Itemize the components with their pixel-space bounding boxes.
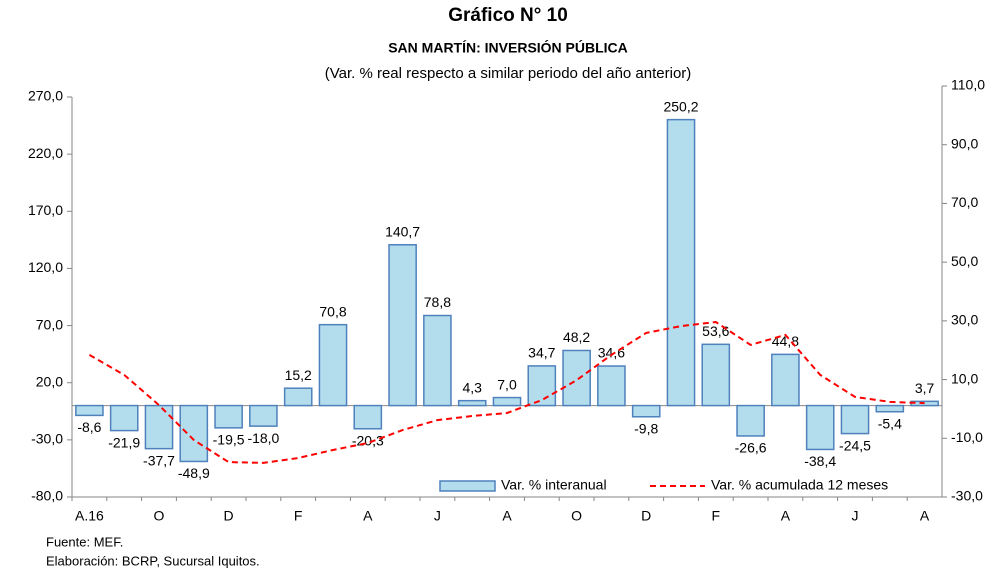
data-label: -20,3 [352, 432, 384, 448]
bar [527, 365, 557, 407]
y2-tick-label: 50,0 [951, 253, 978, 269]
y-tick-label: 20,0 [36, 373, 63, 389]
bar [805, 404, 835, 451]
line [88, 320, 925, 464]
legend-swatch [439, 480, 496, 492]
data-label: 70,8 [319, 303, 346, 319]
y2-tick-label: 110,0 [951, 77, 985, 93]
data-label: -37,7 [143, 452, 175, 468]
y-tick-label: -80,0 [31, 488, 63, 504]
x-tick-label: A.16 [75, 508, 104, 524]
y2-tick-label: 10,0 [951, 370, 978, 386]
x-tick-label: A [920, 508, 930, 524]
bar [388, 244, 417, 407]
chart-note: (Var. % real respecto a similar periodo … [325, 65, 692, 82]
data-label: -8,6 [77, 419, 101, 435]
bar [214, 404, 243, 429]
bar [666, 118, 696, 407]
x-tick-label: A [363, 508, 373, 524]
chart-title: Gráfico N° 10 [448, 5, 568, 26]
bar [75, 404, 104, 417]
data-label: -48,9 [178, 465, 210, 481]
source: Fuente: MEF. [46, 534, 123, 549]
x-tick-label: A [502, 508, 512, 524]
data-label: 48,2 [563, 329, 590, 345]
bar [597, 365, 626, 407]
data-label: 3,7 [915, 380, 935, 396]
bar [631, 404, 661, 418]
y2-tick-label: 70,0 [951, 194, 978, 210]
data-label: -5,4 [878, 415, 902, 431]
data-label: 53,6 [702, 323, 729, 339]
data-label: -38,4 [804, 453, 836, 469]
x-tick-label: O [154, 508, 165, 524]
chart-subtitle: SAN MARTÍN: INVERSIÓN PÚBLICA [388, 39, 628, 56]
bar [179, 404, 209, 463]
bar [318, 323, 348, 407]
data-label: 34,6 [598, 345, 625, 361]
y2-tick-label: -30,0 [951, 488, 983, 504]
data-label: -19,5 [213, 432, 245, 448]
bar [353, 404, 383, 430]
legend-label: Var. % acumulada 12 meses [711, 477, 888, 493]
x-tick-label: D [224, 508, 234, 524]
y-tick-label: 70,0 [36, 316, 63, 332]
data-label: 250,2 [663, 98, 698, 114]
bar [423, 314, 452, 407]
data-label: 34,7 [528, 345, 555, 361]
data-label: 7,0 [497, 376, 517, 392]
bar [283, 387, 313, 407]
bar [492, 396, 522, 407]
data-label: 4,3 [462, 379, 482, 395]
bar [701, 343, 731, 407]
x-tick-label: D [641, 508, 651, 524]
y2-tick-label: 90,0 [951, 135, 978, 151]
bar [736, 404, 765, 437]
x-tick-label: F [712, 508, 721, 524]
y-tick-label: 220,0 [28, 145, 63, 161]
data-label: -21,9 [108, 434, 140, 450]
data-label: -9,8 [634, 420, 658, 436]
y-tick-label: -30,0 [31, 431, 63, 447]
x-tick-label: J [852, 508, 859, 524]
y-tick-label: 120,0 [28, 259, 63, 275]
bar [875, 404, 905, 413]
data-label: -24,5 [839, 437, 871, 453]
bar [144, 404, 174, 450]
bar [249, 404, 278, 427]
y2-tick-label: -10,0 [951, 429, 983, 445]
data-label: 140,7 [385, 223, 420, 239]
x-tick-label: J [434, 508, 441, 524]
data-label: -18,0 [247, 430, 279, 446]
data-label: -26,6 [735, 440, 767, 456]
source: Elaboración: BCRP, Sucursal Iquitos. [46, 553, 260, 568]
x-tick-label: O [571, 508, 582, 524]
bar [109, 404, 139, 432]
x-tick-label: F [294, 508, 303, 524]
y-tick-label: 270,0 [28, 88, 63, 104]
bar [840, 404, 870, 435]
data-label: 78,8 [424, 294, 451, 310]
data-label: 15,2 [285, 367, 312, 383]
bar [457, 399, 487, 407]
x-tick-label: A [781, 508, 791, 524]
legend-label: Var. % interanual [501, 477, 607, 493]
bar [771, 353, 800, 407]
y2-tick-label: 30,0 [951, 312, 978, 328]
bar [562, 349, 591, 407]
y-tick-label: 170,0 [28, 202, 63, 218]
